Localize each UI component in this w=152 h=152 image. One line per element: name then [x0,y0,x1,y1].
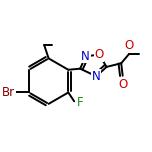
Text: N: N [81,50,90,63]
Text: O: O [118,78,127,91]
Text: O: O [95,48,104,61]
Text: F: F [77,95,84,109]
Text: N: N [92,70,101,83]
Text: Br: Br [2,86,15,99]
Text: O: O [125,39,134,52]
